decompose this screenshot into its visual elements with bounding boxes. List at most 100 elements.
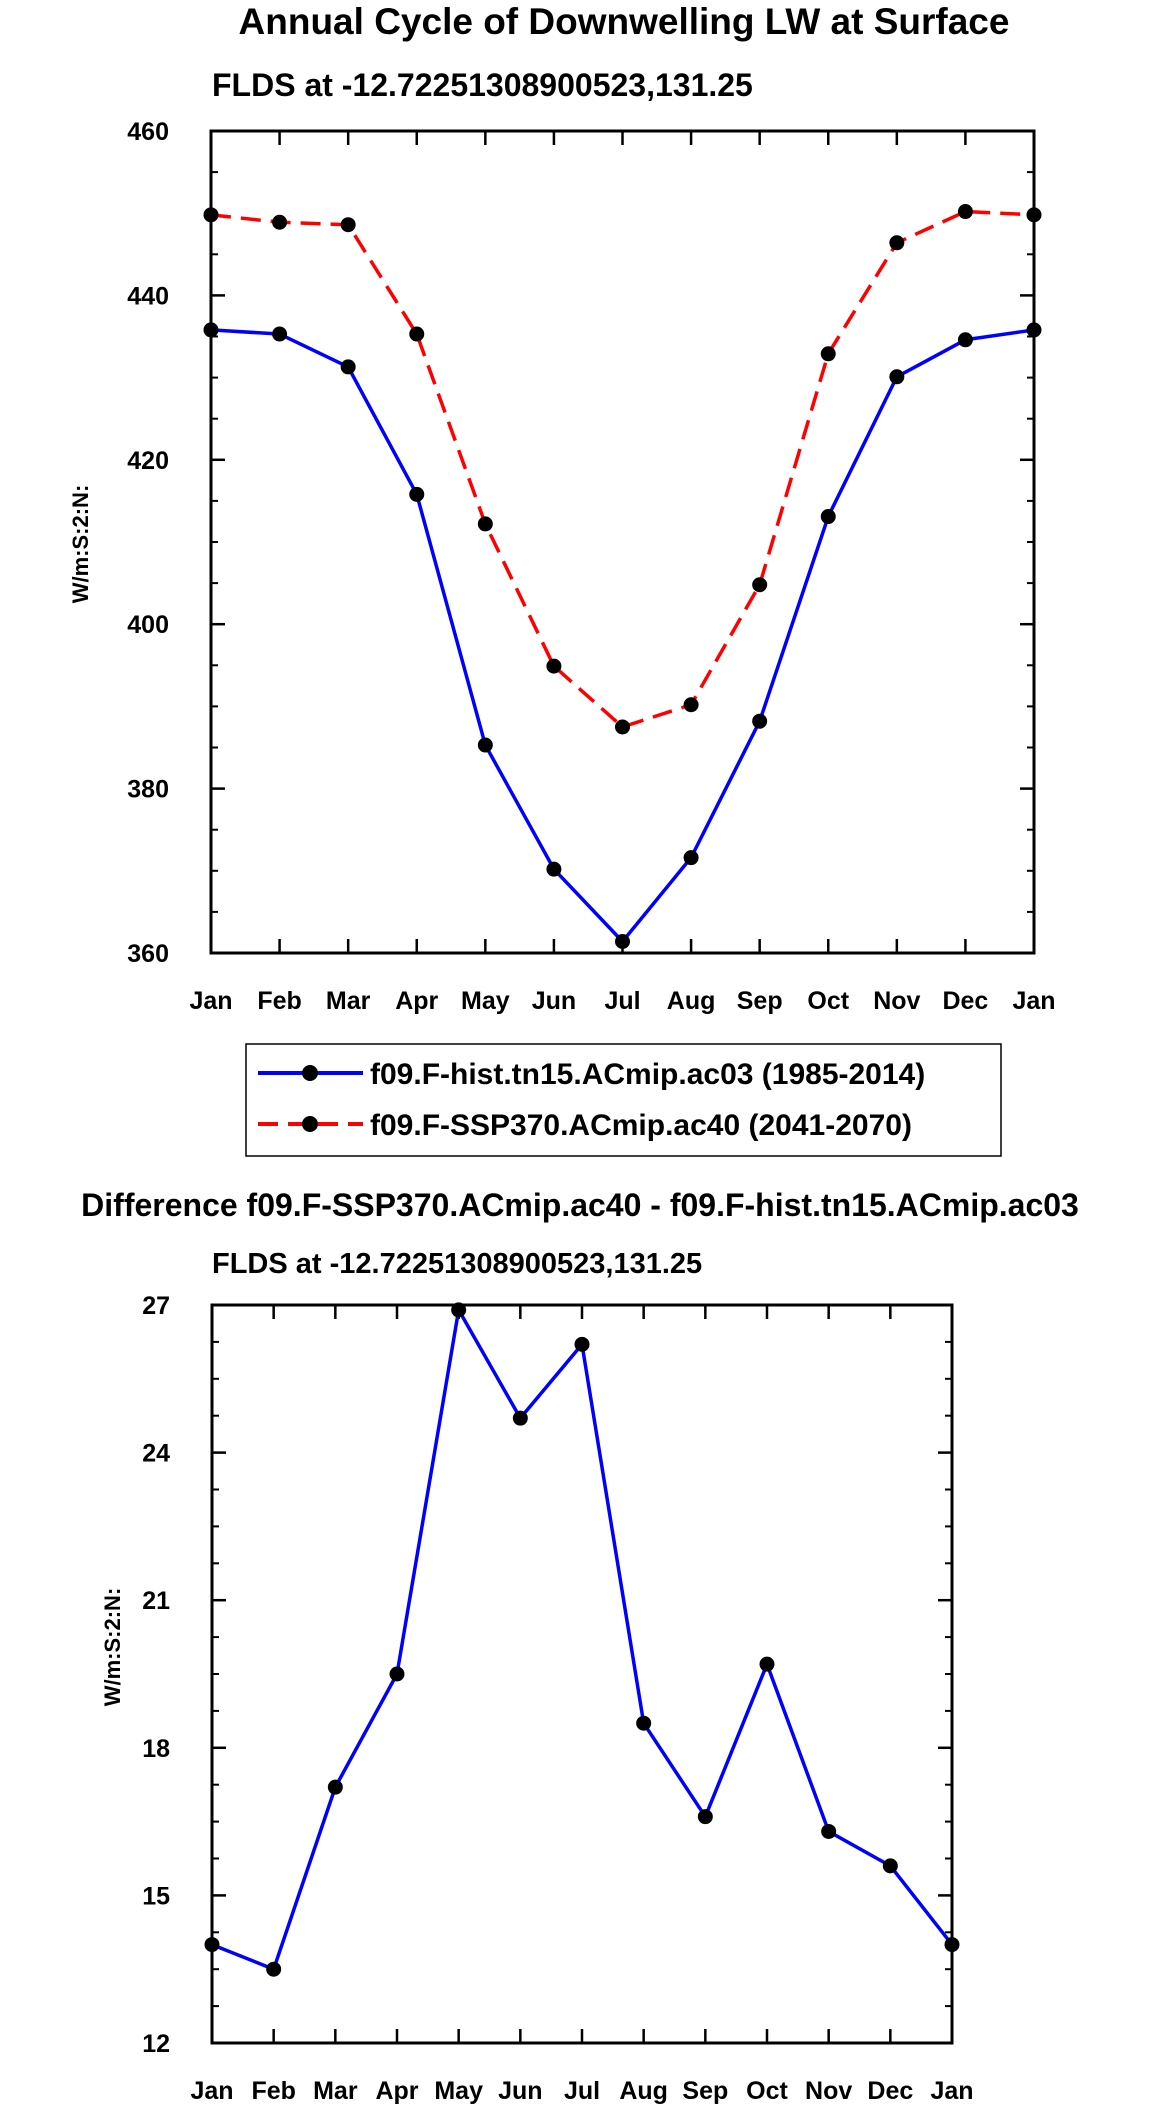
data-point [266, 1961, 282, 1977]
y-tick-label: 21 [142, 1587, 170, 1615]
legend-marker-ssp370 [302, 1116, 318, 1132]
data-point [759, 1656, 775, 1672]
y-tick-label: 27 [142, 1292, 170, 1320]
data-point [204, 1937, 220, 1953]
x-tick-label: Jul [604, 987, 640, 1015]
x-tick-label: Jan [189, 987, 232, 1015]
data-point [683, 850, 699, 866]
y-tick-label: 420 [127, 447, 169, 475]
x-tick-label: Apr [395, 987, 438, 1015]
plot-frame [209, 129, 1036, 955]
data-point [636, 1715, 652, 1731]
data-point [820, 346, 836, 362]
data-point [957, 332, 973, 348]
plot-frame [210, 1303, 954, 2045]
data-point [820, 509, 836, 525]
data-point [752, 577, 768, 593]
y-tick-labels: 12 15 18 21 24 27 [142, 1292, 170, 2058]
legend-label-hist: f09.F-hist.tn15.ACmip.ac03 (1985-2014) [370, 1058, 925, 1091]
legend-label-ssp370: f09.F-SSP370.ACmip.ac40 (2041-2070) [370, 1109, 912, 1142]
tick-marks [209, 129, 1036, 955]
data-point [389, 1666, 405, 1682]
x-tick-label: Jan [1012, 987, 1055, 1015]
legend-entry-hist: f09.F-hist.tn15.ACmip.ac03 (1985-2014) [258, 1058, 925, 1091]
x-tick-label: Jun [498, 2077, 542, 2105]
chart-title: Difference f09.F-SSP370.ACmip.ac40 - f09… [81, 1187, 1079, 1223]
y-axis-label: W/m:S:2:N: [100, 1588, 125, 1707]
data-point [957, 204, 973, 220]
series-line-0 [210, 328, 1035, 944]
x-tick-label: Mar [313, 2077, 358, 2105]
data-point [203, 322, 219, 338]
x-tick-labels: Jan Feb Mar Apr May Jun Jul Aug Sep Oct Nov Dec Jan [189, 987, 1055, 1015]
x-tick-label: Dec [942, 987, 988, 1015]
x-tick-label: Oct [746, 2077, 788, 2105]
chart-subtitle: FLDS at -12.72251308900523,131.25 [212, 67, 753, 103]
x-tick-label: Sep [737, 987, 783, 1015]
data-point [327, 1779, 343, 1795]
legend-entry-ssp370: f09.F-SSP370.ACmip.ac40 (2041-2070) [258, 1109, 912, 1142]
x-tick-label: Feb [257, 987, 301, 1015]
x-tick-label: Jan [930, 2077, 973, 2105]
y-axis-label: W/m:S:2:N: [68, 485, 93, 604]
x-tick-label: Aug [619, 2077, 668, 2105]
data-point [451, 1302, 467, 1318]
data-point [574, 1336, 590, 1352]
x-tick-label: Mar [326, 987, 371, 1015]
y-tick-label: 12 [142, 2030, 170, 2058]
data-point [1026, 207, 1042, 223]
data-point [683, 697, 699, 713]
data-point [615, 933, 630, 949]
data-point [272, 326, 288, 342]
y-tick-label: 380 [127, 776, 169, 804]
x-tick-label: Jul [564, 2077, 600, 2105]
y-tick-label: 24 [142, 1440, 170, 1468]
x-tick-label: Feb [251, 2077, 295, 2105]
legend: f09.F-hist.tn15.ACmip.ac03 (1985-2014) f… [245, 1043, 1002, 1157]
series-group [204, 1302, 960, 1977]
series-line-1 [210, 209, 1035, 729]
x-tick-label: Dec [867, 2077, 913, 2105]
y-tick-label: 440 [127, 282, 169, 310]
data-point [512, 1410, 528, 1426]
data-point [889, 235, 905, 251]
data-point [409, 486, 425, 502]
x-tick-label: Apr [375, 2077, 418, 2105]
x-tick-label: Sep [682, 2077, 728, 2105]
data-point [615, 719, 630, 735]
data-point [821, 1823, 837, 1839]
data-point [546, 658, 562, 674]
series-line-0 [211, 1308, 954, 1971]
data-point [1026, 322, 1042, 338]
chart-subtitle: FLDS at -12.72251308900523,131.25 [212, 1248, 702, 1280]
x-tick-label: Oct [807, 987, 849, 1015]
data-point [203, 207, 219, 223]
difference-chart: Difference f09.F-SSP370.ACmip.ac40 - f09… [81, 1187, 1079, 2105]
x-tick-label: Aug [667, 987, 716, 1015]
data-point [882, 1858, 898, 1874]
y-tick-label: 360 [127, 940, 169, 968]
data-point [272, 214, 288, 230]
x-tick-label: Jun [532, 987, 576, 1015]
x-tick-label: Nov [805, 2077, 852, 2105]
legend-box [245, 1043, 1002, 1157]
legend-marker-hist [302, 1065, 318, 1081]
x-tick-label: May [461, 987, 510, 1015]
y-tick-label: 18 [142, 1735, 170, 1763]
y-tick-label: 400 [127, 611, 169, 639]
data-point [889, 369, 905, 385]
data-point [477, 737, 493, 753]
chart-title: Annual Cycle of Downwelling LW at Surfac… [239, 1, 1010, 42]
x-tick-label: Jan [190, 2077, 233, 2105]
series-group [203, 204, 1042, 949]
y-tick-label: 460 [127, 118, 169, 146]
x-tick-labels: Jan Feb Mar Apr May Jun Jul Aug Sep Oct Nov Dec Jan [190, 2077, 973, 2105]
data-point [697, 1809, 713, 1825]
annual-cycle-chart: Annual Cycle of Downwelling LW at Surfac… [68, 1, 1056, 1157]
y-tick-labels: 360 380 400 420 440 460 [127, 118, 169, 968]
x-tick-label: May [434, 2077, 483, 2105]
data-point [340, 217, 356, 233]
tick-marks [210, 1303, 954, 2045]
data-point [409, 326, 425, 342]
